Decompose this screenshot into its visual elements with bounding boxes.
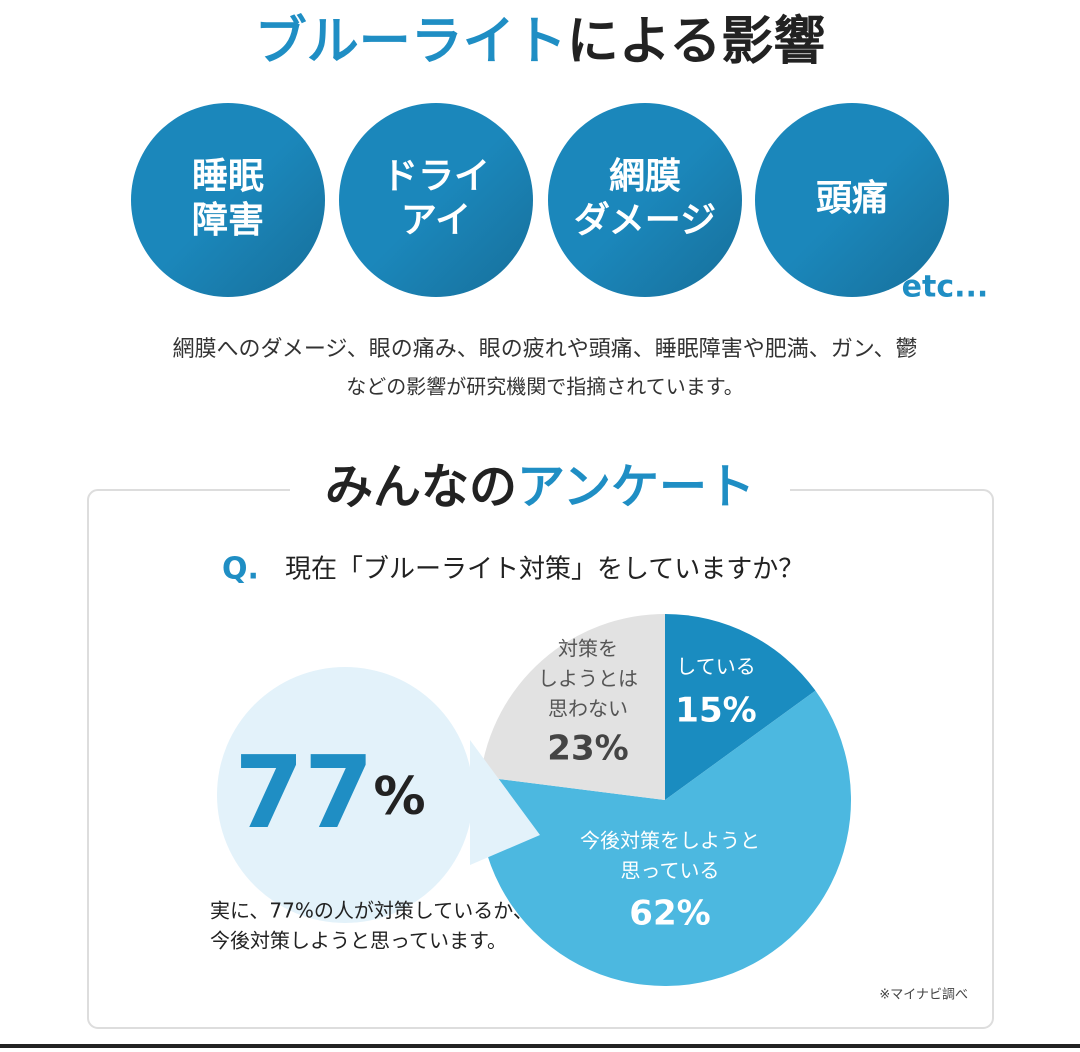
title-part: みんなの <box>325 459 517 515</box>
summary: 実に、77%の人が対策しているか、 <box>210 899 533 923</box>
slice-label: 対策を <box>558 637 618 661</box>
effect-circle <box>339 103 533 297</box>
effect-label: アイ <box>401 200 471 241</box>
effect-label: ダメージ <box>574 200 716 241</box>
effect-label: 障害 <box>192 200 264 241</box>
bubble-pointer <box>470 740 540 865</box>
etc-label: etc... <box>902 270 989 305</box>
highlight-bubble <box>217 667 473 923</box>
slice-label: 思わない <box>548 697 628 721</box>
highlight-unit: % <box>374 767 426 827</box>
effect-label: 網膜 <box>609 156 681 197</box>
title-part: による影響 <box>567 12 825 72</box>
survey-title: みんなのアンケート <box>325 459 755 515</box>
effect-label: ドライ <box>382 156 490 197</box>
description: などの影響が研究機関で指摘されています。 <box>346 375 743 399</box>
bottom-edge <box>0 1044 1080 1048</box>
slice-label: しようとは <box>538 667 638 691</box>
effect-label: 睡眠 <box>192 156 264 197</box>
effect-label: 頭痛 <box>816 178 888 219</box>
effect-circle <box>755 103 949 297</box>
description: 網膜へのダメージ、眼の痛み、眼の疲れや頭痛、睡眠障害や肥満、ガン、鬱 <box>173 337 918 362</box>
main-title: ブルーライトによる影響 <box>255 12 825 72</box>
pie-slice <box>480 614 665 800</box>
title-part: ブルーライト <box>255 12 567 72</box>
title-backdrop <box>290 460 790 520</box>
summary: 今後対策しようと思っています。 <box>210 929 507 953</box>
source: ※マイナビ調べ <box>879 988 968 1003</box>
highlight: 77% <box>234 734 425 851</box>
value-label: 62% <box>629 894 710 934</box>
q-mark: Q. <box>222 552 259 587</box>
slice-label: している <box>676 655 755 679</box>
slice-label: 今後対策をしようと <box>580 829 760 853</box>
value-label: 15% <box>675 691 756 731</box>
effect-circle <box>131 103 325 297</box>
pie-slice <box>665 614 816 800</box>
highlight-number: 77 <box>234 734 373 851</box>
effect-circle <box>548 103 742 297</box>
question: 現在「ブルーライト対策」をしていますか？ <box>285 555 804 585</box>
title-part: アンケート <box>517 459 755 515</box>
pie-slice <box>479 690 851 986</box>
value-label: 23% <box>547 729 628 769</box>
slice-label: 思っている <box>621 859 720 883</box>
